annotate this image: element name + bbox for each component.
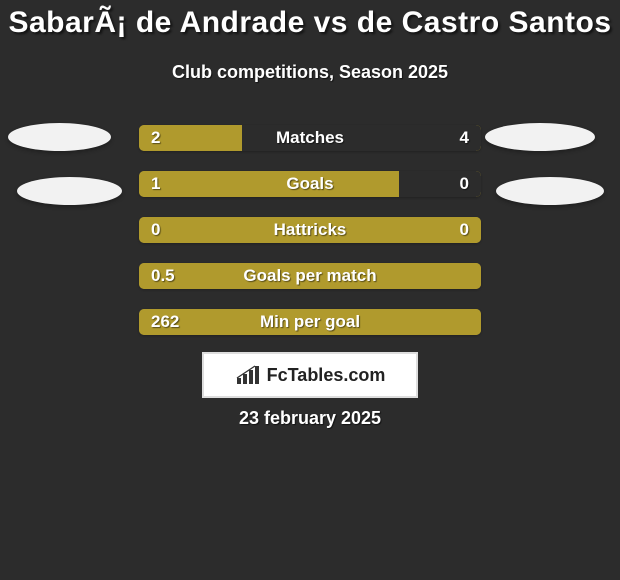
date-text: 23 february 2025 bbox=[239, 408, 381, 428]
subtitle: Club competitions, Season 2025 bbox=[0, 62, 620, 83]
stat-label: Matches bbox=[139, 125, 481, 151]
stat-value-right: 0 bbox=[460, 171, 469, 197]
stat-value-right: 0 bbox=[460, 217, 469, 243]
title-text: SabarÃ¡ de Andrade vs de Castro Santos bbox=[8, 6, 611, 39]
bar-chart-icon bbox=[235, 364, 261, 386]
subtitle-text: Club competitions, Season 2025 bbox=[172, 62, 448, 82]
stat-value-right: 4 bbox=[460, 125, 469, 151]
stats-card: SabarÃ¡ de Andrade vs de Castro Santos C… bbox=[0, 0, 620, 580]
logo-text: FcTables.com bbox=[267, 365, 386, 386]
stat-label: Min per goal bbox=[139, 309, 481, 335]
stat-label: Hattricks bbox=[139, 217, 481, 243]
player-photo-right-1 bbox=[485, 123, 595, 151]
statbar-goals: 1 Goals 0 bbox=[139, 171, 481, 197]
fctables-logo[interactable]: FcTables.com bbox=[202, 352, 418, 398]
player-photo-left-1 bbox=[8, 123, 111, 151]
statbar-hattricks: 0 Hattricks 0 bbox=[139, 217, 481, 243]
date-label: 23 february 2025 bbox=[0, 408, 620, 429]
player-photo-left-2 bbox=[17, 177, 122, 205]
stat-label: Goals per match bbox=[139, 263, 481, 289]
player-photo-right-2 bbox=[496, 177, 604, 205]
statbar-min-per-goal: 262 Min per goal bbox=[139, 309, 481, 335]
statbar-goals-per-match: 0.5 Goals per match bbox=[139, 263, 481, 289]
page-title: SabarÃ¡ de Andrade vs de Castro Santos bbox=[0, 6, 620, 40]
stat-label: Goals bbox=[139, 171, 481, 197]
statbar-matches: 2 Matches 4 bbox=[139, 125, 481, 151]
